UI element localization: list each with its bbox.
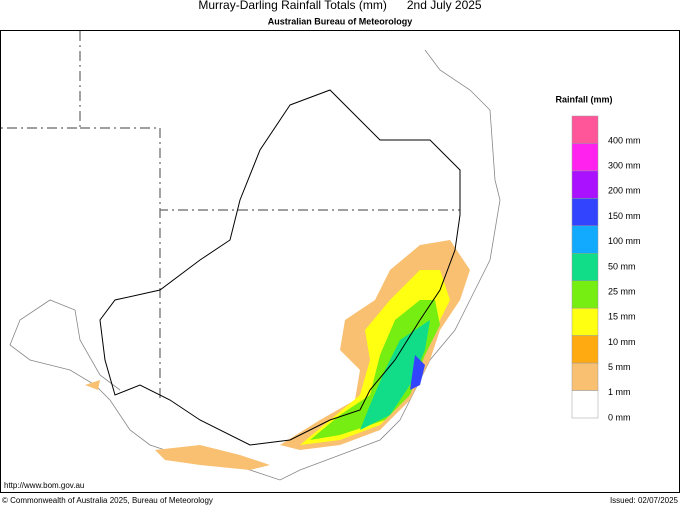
rain-area xyxy=(85,380,100,390)
legend-swatch xyxy=(571,335,599,364)
legend-swatch xyxy=(571,143,599,172)
copyright: © Commonwealth of Australia 2025, Bureau… xyxy=(2,496,213,505)
legend-label: 1 mm xyxy=(608,387,631,397)
legend-swatch xyxy=(571,362,599,391)
legend-swatch xyxy=(571,198,599,227)
legend-label: 200 mm xyxy=(608,186,641,196)
legend-swatch xyxy=(571,280,599,309)
coastline xyxy=(9,49,501,481)
legend-swatch xyxy=(571,253,599,281)
rain-area xyxy=(410,355,425,390)
legend-label: 100 mm xyxy=(608,236,641,246)
legend-swatch xyxy=(571,115,599,144)
state-borders xyxy=(0,31,460,400)
title: Murray-Darling Rainfall Totals (mm) 2nd J… xyxy=(198,0,482,12)
basin-boundary xyxy=(99,89,461,446)
legend-label: 150 mm xyxy=(608,211,641,221)
legend-label: 50 mm xyxy=(608,261,636,271)
map xyxy=(0,31,501,481)
legend-label: 300 mm xyxy=(608,161,641,171)
legend-label: 25 mm xyxy=(608,286,636,296)
legend-label: 0 mm xyxy=(608,412,631,422)
issued: Issued: 02/07/2025 xyxy=(610,496,679,505)
legend: Rainfall (mm) 400 mm 300 mm 200 mm 150 mm 10… xyxy=(555,94,640,422)
legend-swatch xyxy=(571,225,599,254)
legend-label: 10 mm xyxy=(608,337,636,347)
legend-swatch xyxy=(571,390,599,419)
rain-area xyxy=(360,320,430,430)
rain-area xyxy=(155,445,270,470)
legend-label: 15 mm xyxy=(608,312,636,322)
legend-label: 400 mm xyxy=(608,135,641,145)
subtitle: Australian Bureau of Meteorology xyxy=(268,16,413,26)
legend-label: 5 mm xyxy=(608,362,631,372)
legend-title: Rainfall (mm) xyxy=(555,94,612,104)
legend-swatch xyxy=(571,307,599,336)
url: http://www.bom.gov.au xyxy=(4,481,84,490)
legend-swatch xyxy=(571,170,599,199)
